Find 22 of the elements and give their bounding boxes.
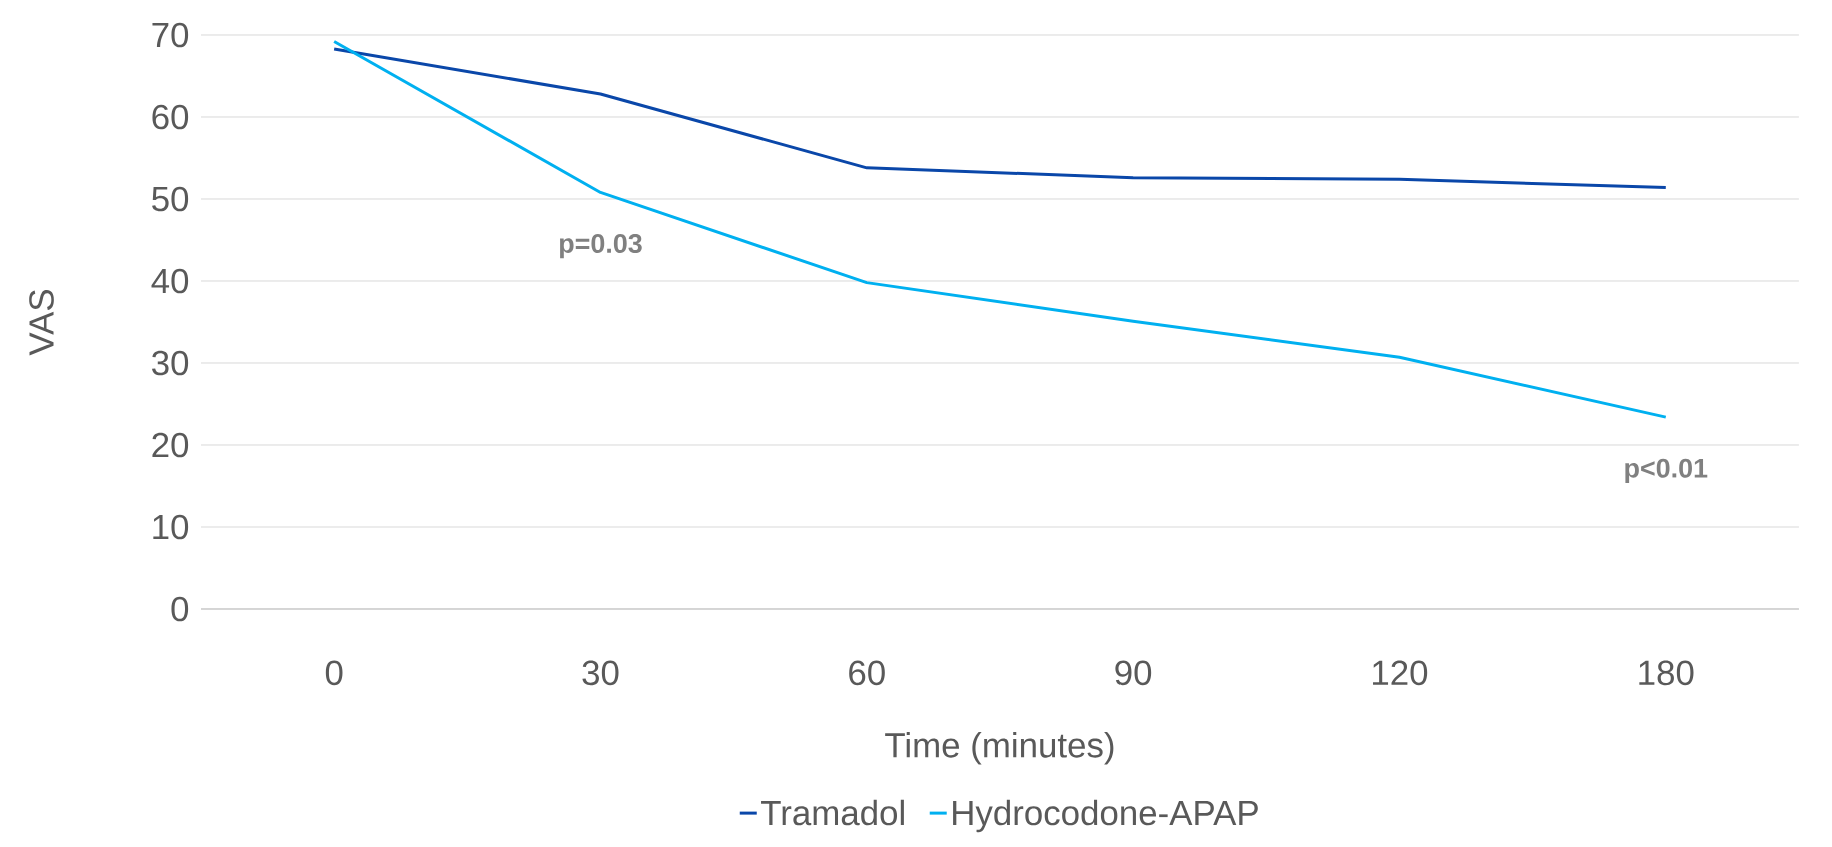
y-tick-label: 20 [152, 432, 189, 458]
y-tick-label: 70 [152, 22, 189, 48]
x-tick-label: 30 [582, 660, 619, 686]
x-tick-label: 180 [1639, 660, 1694, 686]
line-series [332, 40, 1668, 419]
x-tick-label: 120 [1373, 660, 1428, 686]
y-tick-label: 50 [152, 186, 189, 212]
y-axis-title: VAS [29, 290, 54, 356]
x-tick-label: 90 [1115, 660, 1152, 686]
annotation: p=0.03 [560, 233, 642, 259]
x-tick-label: 0 [325, 660, 343, 686]
y-tick-label: 40 [151, 268, 189, 294]
annotation: p<0.01 [1625, 458, 1708, 483]
y-tick-label: 0 [171, 596, 189, 622]
y-tick-label: 60 [152, 104, 189, 130]
y-tick-label: 10 [153, 514, 189, 540]
legend-label: Tramadol [761, 799, 904, 826]
line-series [332, 47, 1668, 190]
x-axis-title: Time (minutes) [885, 732, 1114, 765]
legend-label: Hydrocodone-APAP [953, 799, 1258, 833]
x-tick-label: 60 [849, 660, 885, 686]
y-tick-label: 30 [152, 350, 189, 376]
